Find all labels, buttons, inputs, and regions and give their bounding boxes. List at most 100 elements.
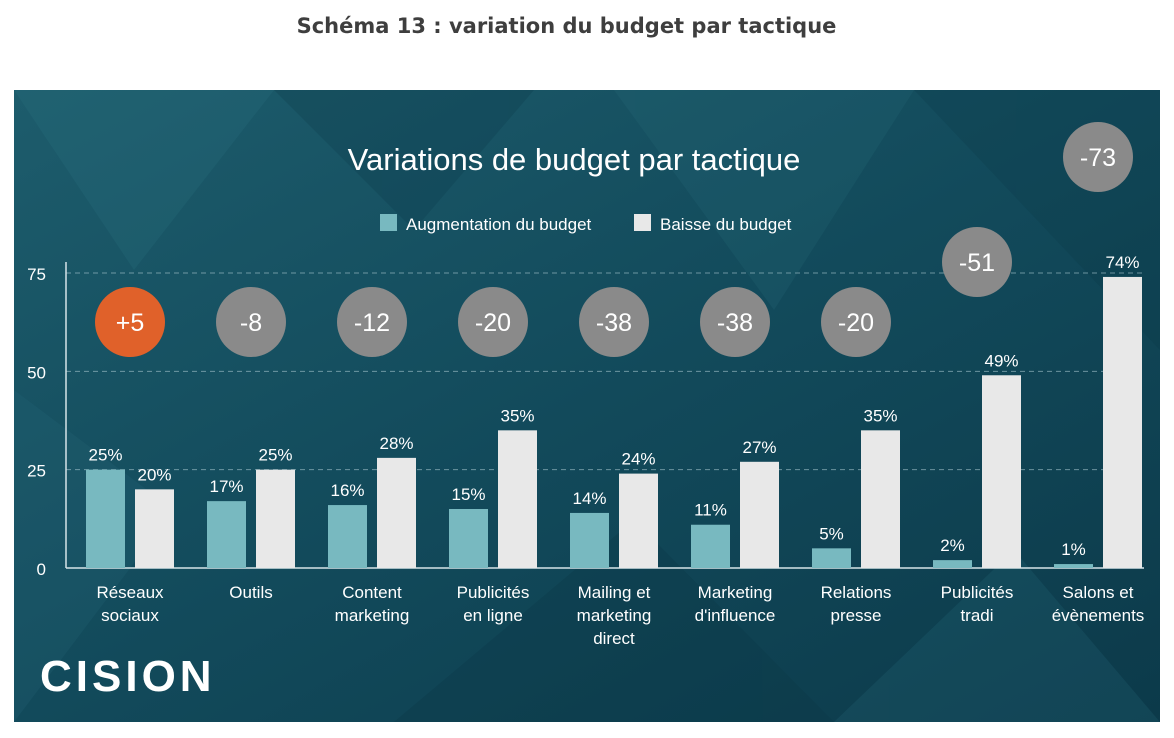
y-tick-label: 75 [27,265,46,284]
category-label: Salons et évènements [1052,583,1145,625]
data-label-increase: 14% [572,489,606,508]
category-label-line: d'influence [695,606,776,625]
category-label-line: Relations [821,583,892,602]
net-change-value: -38 [596,309,632,337]
bar-decrease [256,469,295,568]
net-change-badge [216,287,286,357]
net-change-value: -20 [475,309,511,337]
y-tick-label: 25 [27,462,46,481]
category-label: Mailing et marketing direct [577,583,652,648]
data-label-decrease: 24% [621,450,655,469]
category-label-line: Publicités [941,583,1014,602]
bar-increase [1054,564,1093,568]
background-facets [14,90,1160,722]
category-label-line: presse [830,606,881,625]
category-label-line: Publicités [457,583,530,602]
bar-decrease [861,430,900,568]
cision-logo: CISION [40,652,216,701]
data-label-increase: 15% [451,485,485,504]
bar-decrease [135,489,174,568]
data-label-decrease: 49% [984,351,1018,370]
bar-increase [207,501,246,568]
data-label-decrease: 25% [258,446,292,465]
category-label-line: Marketing [698,583,773,602]
legend-swatch-increase [380,214,397,231]
bar-decrease [982,375,1021,568]
legend-label-increase: Augmentation du budget [406,215,592,234]
net-change-value: -20 [838,309,874,337]
net-change-badge [579,287,649,357]
data-label-increase: 2% [940,536,965,555]
legend: Augmentation du budget Baisse du budget [380,214,792,234]
category-label: Content marketing [335,583,410,625]
data-label-increase: 5% [819,524,844,543]
page-title: Schéma 13 : variation du budget par tact… [296,14,837,38]
budget-variation-chart: Variations de budget par tactique Augmen… [14,90,1160,722]
chart-panel: Variations de budget par tactique Augmen… [14,90,1160,722]
bar-decrease [498,430,537,568]
category-label-line: direct [593,629,635,648]
data-label-decrease: 35% [863,406,897,425]
net-change-badge [1063,122,1133,192]
data-label-decrease: 27% [742,438,776,457]
bar-increase [933,560,972,568]
category-label-line: sociaux [101,606,159,625]
net-change-badge [700,287,770,357]
category-label: Marketing d'influence [695,583,776,625]
category-label-line: Outils [229,583,272,602]
legend-swatch-decrease [634,214,651,231]
net-change-value: -73 [1080,144,1116,172]
net-change-badge [337,287,407,357]
legend-label-decrease: Baisse du budget [660,215,792,234]
net-change-badges: +5 -8 -12 -20 -38 -38 -20 -51 -73 [95,122,1133,357]
category-label-line: Content [342,583,402,602]
bar-decrease [740,461,779,568]
data-label-decrease: 74% [1105,253,1139,272]
x-axis-labels: Réseaux sociaux Outils Content marketing Publ… [96,583,1144,648]
category-label-line: marketing [335,606,410,625]
category-label: Publicités en ligne [457,583,530,625]
chart-background [14,90,1160,722]
data-label-decrease: 28% [379,434,413,453]
data-label-decrease: 35% [500,406,534,425]
net-change-value: -12 [354,309,390,337]
net-change-value: -38 [717,309,753,337]
bar-increase [691,524,730,568]
net-change-badge [942,227,1012,297]
bars: 25% 20% 17% 25% 16% 28% 15% 35% 14% 24% 11% 27% 5% 35… [86,253,1142,568]
category-label: Publicités tradi [941,583,1014,625]
net-change-badge [821,287,891,357]
bar-decrease [1103,276,1142,568]
logo-text: CISION [40,652,216,701]
net-change-value: -51 [959,249,995,277]
category-label-line: Réseaux [96,583,164,602]
data-label-increase: 17% [209,477,243,496]
category-label-line: évènements [1052,606,1145,625]
bar-decrease [377,457,416,568]
net-change-value: +5 [116,309,145,337]
bar-increase [449,509,488,568]
y-tick-label: 50 [27,363,46,382]
net-change-badge [95,287,165,357]
data-label-increase: 1% [1061,540,1086,559]
bar-increase [570,512,609,568]
bar-increase [86,469,125,568]
net-change-value: -8 [240,309,262,337]
data-label-increase: 16% [330,481,364,500]
bar-decrease [619,473,658,568]
category-label-line: Mailing et [578,583,651,602]
data-label-increase: 25% [88,446,122,465]
category-label-line: tradi [960,606,993,625]
chart-title: Variations de budget par tactique [348,142,801,177]
bar-increase [328,505,367,568]
bar-increase [812,548,851,568]
category-label: Relations presse [821,583,892,625]
data-label-decrease: 20% [137,465,171,484]
category-label-line: Salons et [1063,583,1134,602]
category-label: Réseaux sociaux [96,583,164,625]
data-label-increase: 11% [694,501,727,520]
category-label-line: en ligne [463,606,523,625]
category-label-line: marketing [577,606,652,625]
category-label: Outils [229,583,272,602]
net-change-badge [458,287,528,357]
